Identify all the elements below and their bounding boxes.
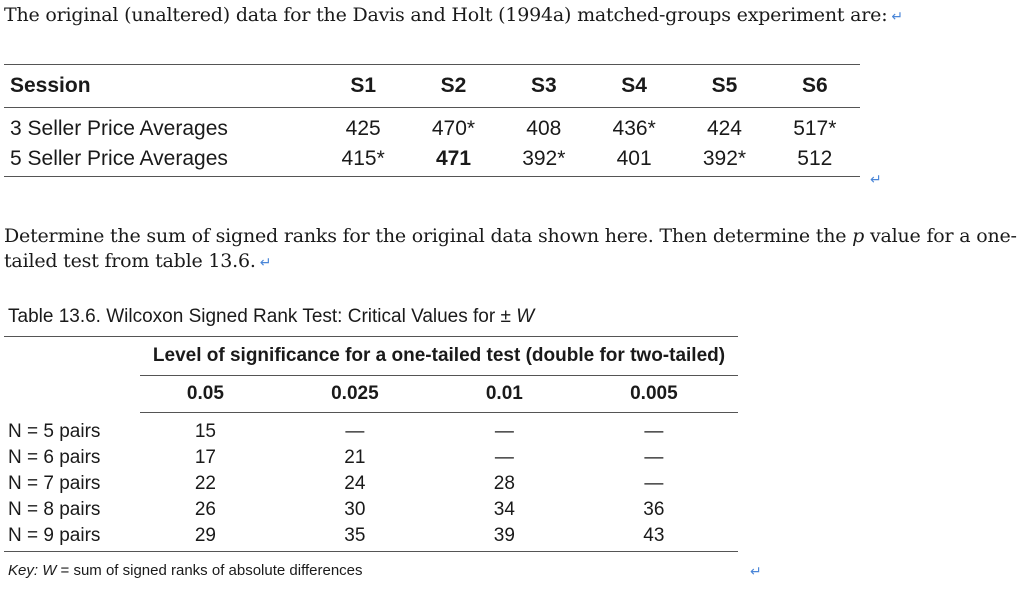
- pair-label: N = 7 pairs: [8, 473, 101, 494]
- table-cell: 29: [140, 523, 271, 552]
- level-0-025: 0.025: [270, 375, 439, 413]
- row-label: 3 Seller Price Averages: [10, 117, 228, 140]
- table-cell: 392*: [498, 144, 589, 177]
- question-paragraph: Determine the sum of signed ranks for th…: [4, 224, 1020, 276]
- key-variable: W: [42, 562, 57, 579]
- session-header-row: Session S1 S2 S3 S4 S5 S6: [4, 64, 860, 108]
- table-row: 5 Seller Price Averages 415* 471 392* 40…: [4, 144, 860, 177]
- key-label: Key:: [8, 562, 39, 579]
- table-cell: 470*: [431, 117, 476, 140]
- table-cell-bold: 471: [408, 144, 499, 177]
- table-cell: 35: [270, 523, 439, 552]
- table-key: Key: W = sum of signed ranks of absolute…: [8, 562, 363, 579]
- table-cell: 30: [344, 499, 366, 520]
- table-cell: 28: [493, 473, 515, 494]
- table-cell: —: [644, 447, 664, 468]
- table-title-variable: W: [516, 306, 535, 327]
- session-header-label: Session: [4, 64, 318, 108]
- paragraph-return-icon: ↵: [891, 9, 903, 25]
- pair-label: N = 5 pairs: [8, 420, 101, 442]
- table-title: Table 13.6. Wilcoxon Signed Rank Test: C…: [8, 306, 534, 328]
- pair-label: N = 8 pairs: [8, 499, 101, 520]
- table-cell: 512: [769, 144, 860, 177]
- table-cell: 425: [345, 117, 381, 140]
- table-cell: —: [494, 421, 514, 442]
- table-cell: 408: [526, 117, 562, 140]
- table-cell: 15: [194, 421, 216, 442]
- table-cell: —: [644, 473, 664, 494]
- table-cell: 392*: [679, 144, 770, 177]
- table-cell: 21: [344, 447, 366, 468]
- table-row: N = 5 pairs 15 — — —: [4, 413, 738, 446]
- paragraph-return-icon: ↵: [750, 564, 762, 580]
- table-cell: 415*: [318, 144, 409, 177]
- session-header-s2: S2: [408, 64, 499, 108]
- question-text-end: value for a one-tailed test from table 1…: [4, 225, 1017, 272]
- level-0-05: 0.05: [140, 375, 271, 413]
- table-cell: 401: [588, 144, 680, 177]
- table-row: N = 6 pairs 17 21 — —: [4, 445, 738, 471]
- table-cell: —: [494, 447, 514, 468]
- pair-label: N = 9 pairs: [4, 523, 140, 552]
- significance-header: Level of significance for a one-tailed t…: [140, 337, 738, 376]
- intro-text: The original (unaltered) data for the Da…: [4, 4, 888, 26]
- intro-paragraph: The original (unaltered) data for the Da…: [4, 4, 903, 26]
- session-data-table: Session S1 S2 S3 S4 S5 S6 3 Seller Price…: [4, 64, 860, 177]
- table-cell: 39: [438, 523, 570, 552]
- paragraph-return-icon: ↵: [259, 255, 272, 271]
- significance-header-row: Level of significance for a one-tailed t…: [4, 337, 738, 376]
- row-label: 5 Seller Price Averages: [4, 144, 318, 177]
- paragraph-return-icon: ↵: [870, 172, 882, 188]
- table-row: N = 9 pairs 29 35 39 43: [4, 523, 738, 552]
- table-cell: 17: [194, 447, 216, 468]
- key-text: = sum of signed ranks of absolute differ…: [56, 562, 363, 579]
- table-cell: —: [644, 421, 664, 442]
- table-row: N = 7 pairs 22 24 28 —: [4, 471, 738, 497]
- level-0-005: 0.005: [569, 375, 738, 413]
- table-cell: —: [345, 421, 365, 442]
- table-cell: 22: [194, 473, 216, 494]
- table-row: N = 8 pairs 26 30 34 36: [4, 497, 738, 523]
- session-header-s6: S6: [769, 64, 860, 108]
- table-cell: 424: [706, 117, 742, 140]
- p-variable: p: [852, 225, 865, 247]
- levels-header-row: 0.05 0.025 0.01 0.005: [4, 375, 738, 413]
- table-row: 3 Seller Price Averages 425 470* 408 436…: [4, 108, 860, 145]
- session-header-s5: S5: [679, 64, 770, 108]
- pair-label: N = 6 pairs: [8, 447, 101, 468]
- table-cell: 43: [569, 523, 738, 552]
- table-title-text: Table 13.6. Wilcoxon Signed Rank Test: C…: [8, 306, 517, 327]
- table-cell: 436*: [612, 117, 656, 140]
- table-cell: 34: [493, 499, 515, 520]
- table-cell: 517*: [793, 117, 837, 140]
- question-text-start: Determine the sum of signed ranks for th…: [4, 225, 853, 247]
- session-header-s4: S4: [588, 64, 680, 108]
- session-header-s1: S1: [318, 64, 409, 108]
- level-0-01: 0.01: [438, 375, 570, 413]
- table-cell: 26: [194, 499, 216, 520]
- table-cell: 24: [344, 473, 366, 494]
- wilcoxon-critical-values-table: Level of significance for a one-tailed t…: [4, 336, 738, 552]
- table-cell: 36: [643, 499, 665, 520]
- session-header-s3: S3: [498, 64, 589, 108]
